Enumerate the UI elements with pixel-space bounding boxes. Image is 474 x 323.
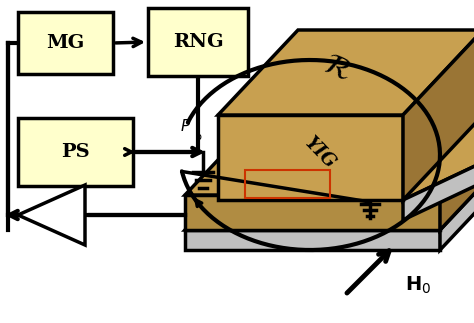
Polygon shape <box>403 115 474 200</box>
Text: $\mathcal{R}$: $\mathcal{R}$ <box>319 49 356 88</box>
Text: YIG: YIG <box>300 133 338 172</box>
Polygon shape <box>218 115 403 200</box>
Polygon shape <box>403 30 474 200</box>
Polygon shape <box>18 118 133 186</box>
Text: $P$: $P$ <box>180 118 191 134</box>
Polygon shape <box>185 110 474 195</box>
Polygon shape <box>148 8 248 76</box>
Polygon shape <box>185 195 440 230</box>
Polygon shape <box>185 230 440 250</box>
Polygon shape <box>218 30 474 115</box>
Polygon shape <box>440 110 474 230</box>
Text: PS: PS <box>61 143 90 161</box>
Polygon shape <box>18 12 113 74</box>
Polygon shape <box>185 145 474 230</box>
Polygon shape <box>403 30 474 115</box>
Polygon shape <box>403 158 474 220</box>
Polygon shape <box>440 145 474 250</box>
Polygon shape <box>18 185 85 245</box>
Text: $\mathrm{p}$: $\mathrm{p}$ <box>194 132 202 144</box>
Text: $\mathbf{H}_0$: $\mathbf{H}_0$ <box>405 274 431 296</box>
Text: MG: MG <box>46 34 85 52</box>
Text: RNG: RNG <box>173 33 223 51</box>
